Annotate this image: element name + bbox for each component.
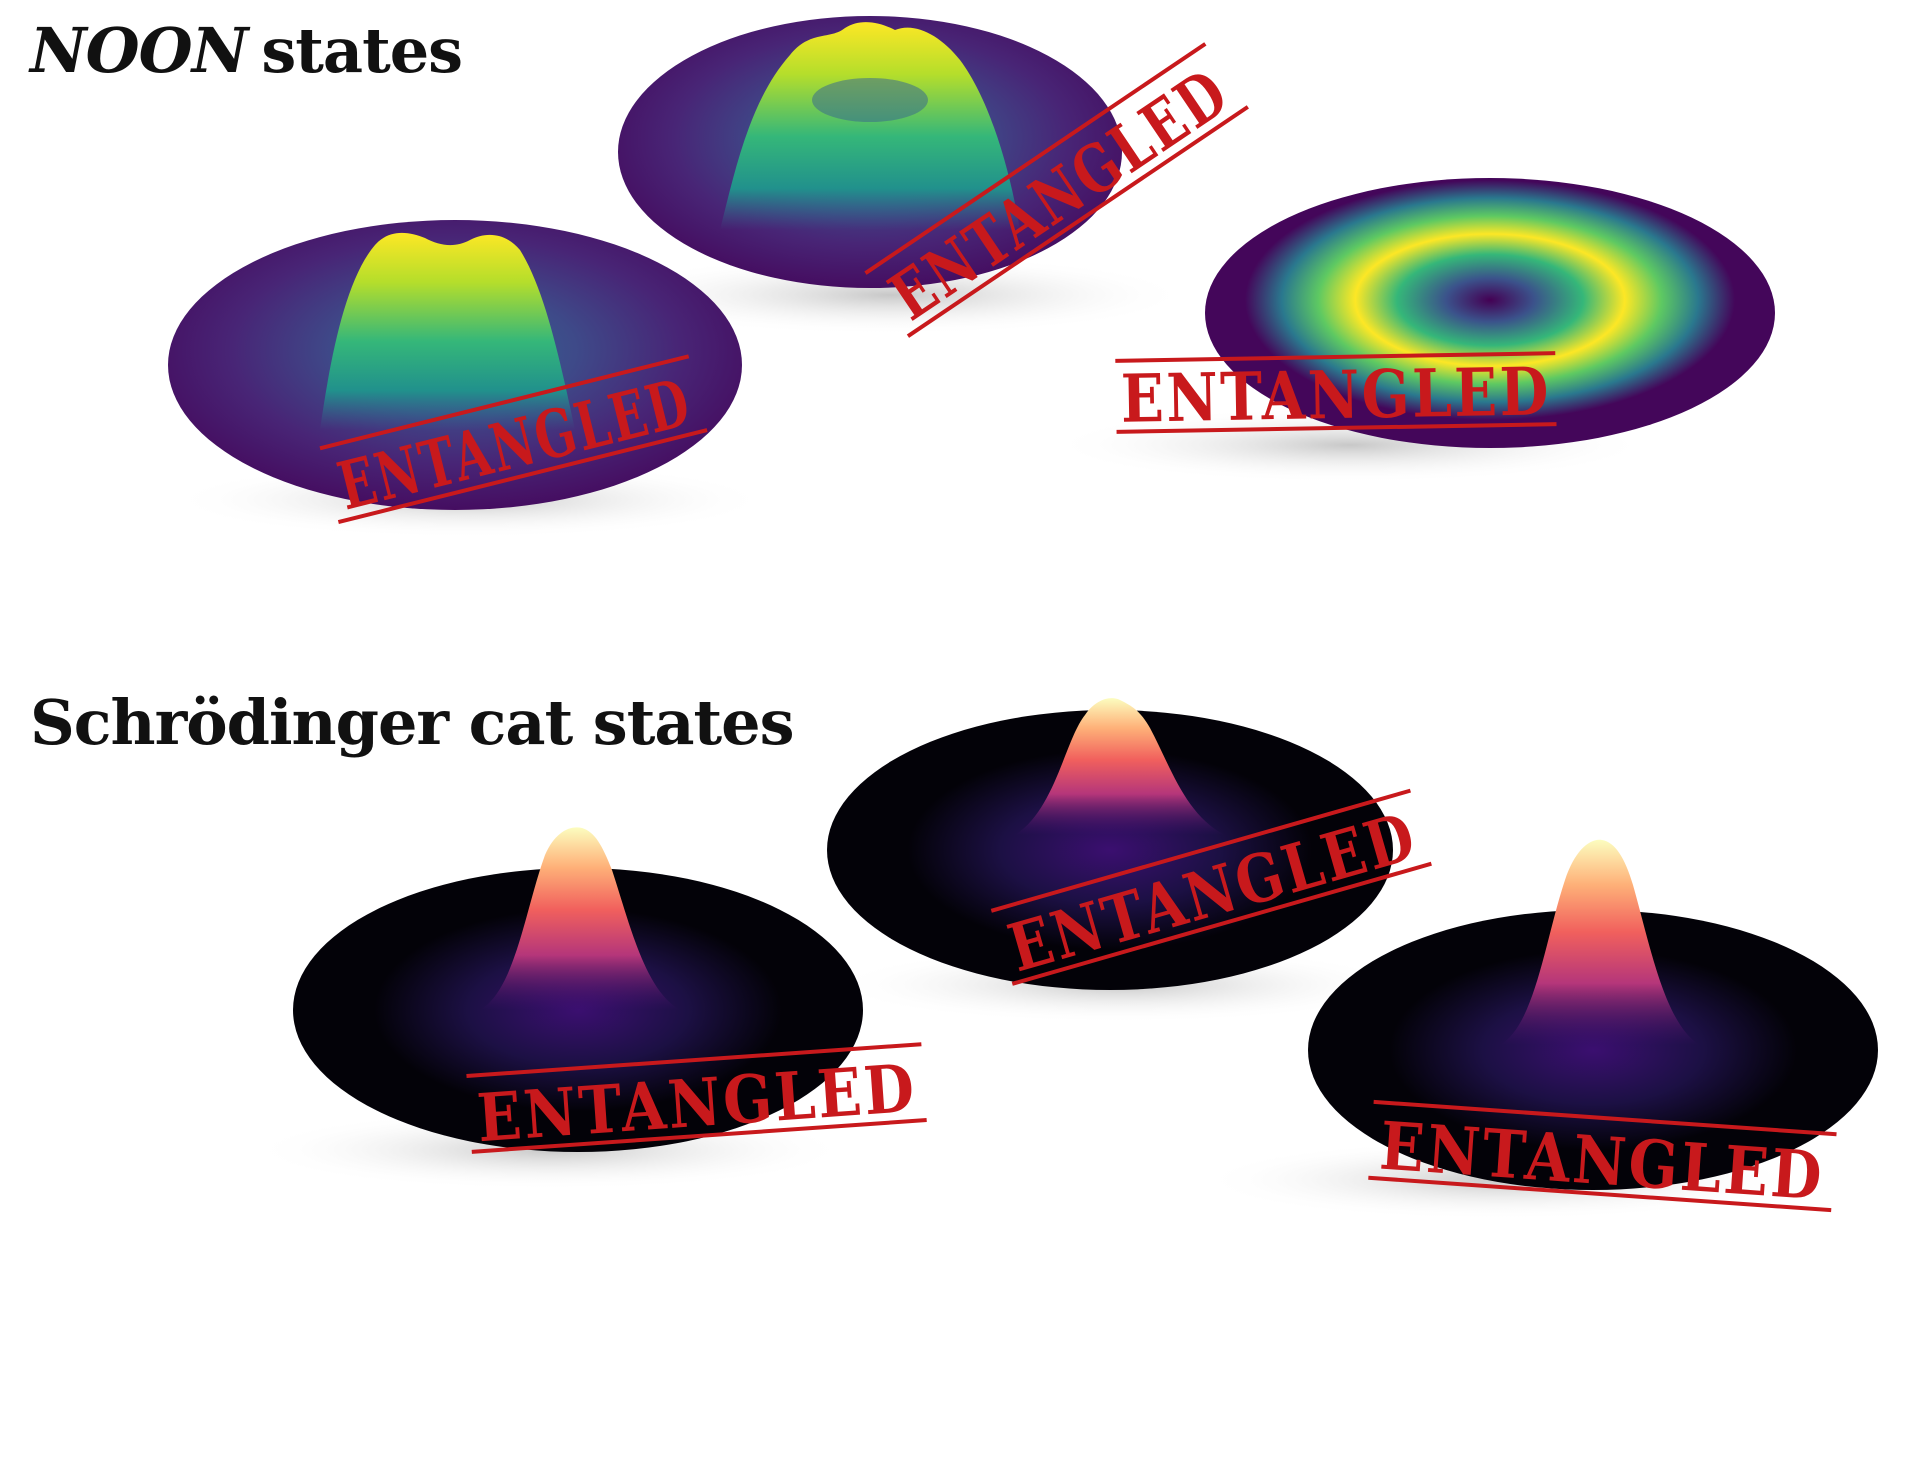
noon-plot-1-peak: [720, 22, 1020, 231]
noon-plot-1-dip: [812, 78, 928, 122]
noon-plot-2: [168, 220, 770, 538]
noon-plot-1-shadow: [590, 255, 1190, 335]
noon-plot-3-ring: [1245, 180, 1735, 420]
cat-plot-1-peak: [1015, 698, 1225, 835]
cat-plot-2: [250, 827, 863, 1190]
entangled-stamp-3-text: ENTANGLED: [1120, 352, 1551, 437]
cat-states-heading: Schrödinger cat states: [30, 686, 795, 759]
cat-plot-1-base: [827, 710, 1393, 990]
noon-plot-2-peak: [320, 232, 575, 430]
noon-heading-rest: states: [261, 14, 463, 87]
cat-plot-3: [1200, 839, 1878, 1220]
entangled-stamp-3: ENTANGLED: [1115, 351, 1557, 438]
noon-heading-italic: NOON: [30, 14, 248, 87]
noon-plot-1: [590, 16, 1190, 335]
cat-plot-3-base: [1308, 910, 1878, 1190]
cat-plot-3-peak: [1500, 839, 1700, 1045]
cat-plot-1: [827, 698, 1410, 1023]
noon-states-heading: NOON states: [30, 20, 463, 82]
noon-plot-3: [1050, 178, 1775, 483]
cat-plot-2-peak: [480, 827, 680, 1010]
